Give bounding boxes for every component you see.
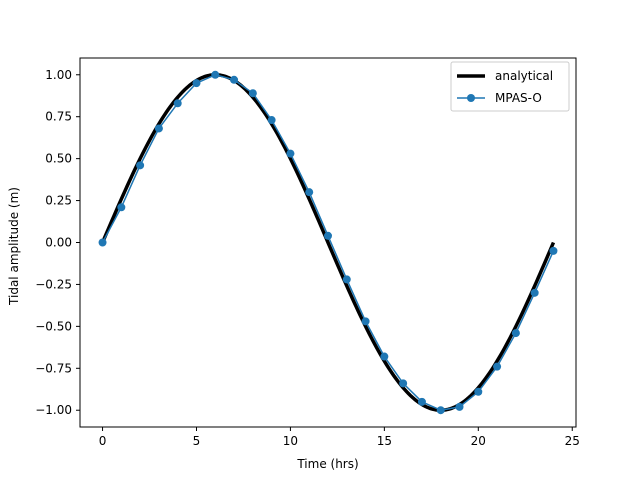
mpaso-point (436, 406, 445, 415)
mpaso-point (211, 70, 220, 79)
y-tick-label: −0.25 (35, 277, 72, 291)
mpaso-point (267, 116, 276, 125)
mpaso-point (248, 89, 257, 98)
analytical-series-line (100, 73, 556, 412)
mpaso-point (305, 188, 314, 197)
legend-analytical-label: analytical (495, 69, 553, 83)
mpaso-point (493, 362, 502, 371)
mpaso-point (173, 99, 182, 108)
y-tick-label: 0.50 (45, 152, 72, 166)
y-tick-label: 0.25 (45, 194, 72, 208)
mpaso-point (474, 387, 483, 396)
mpaso-point (549, 246, 558, 255)
ticks: 0 5 10 15 20 25 −1.00 −0.75 −0.50 −0.25 0.00 0.25 0.… (35, 68, 580, 448)
mpaso-point (136, 161, 145, 170)
y-tick-label: −1.00 (35, 403, 72, 417)
mpaso-point (455, 402, 464, 411)
plot-area (98, 70, 558, 415)
mpaso-point (380, 352, 389, 361)
y-axis-label: Tidal amplitude (m) (7, 187, 21, 306)
mpaso-point (417, 397, 426, 406)
legend-mpaso-label: MPAS-O (495, 91, 542, 105)
mpaso-point (230, 75, 239, 84)
x-tick-label: 15 (377, 434, 392, 448)
x-tick-label: 20 (471, 434, 486, 448)
mpaso-point (530, 288, 539, 297)
x-tick-label: 0 (99, 434, 107, 448)
x-tick-label: 25 (565, 434, 580, 448)
legend: analytical MPAS-O (450, 61, 570, 112)
mpaso-point (399, 379, 408, 388)
y-tick-label: 0.00 (45, 236, 72, 250)
mpaso-point (286, 149, 295, 158)
x-tick-label: 5 (193, 434, 201, 448)
mpaso-point (192, 79, 201, 88)
y-tick-label: 1.00 (45, 68, 72, 82)
y-tick-label: −0.75 (35, 361, 72, 375)
x-tick-label: 10 (283, 434, 298, 448)
mpaso-point (361, 317, 370, 326)
legend-mpaso-marker (467, 94, 475, 102)
mpaso-point (324, 231, 332, 240)
mpaso-point (117, 203, 126, 212)
y-tick-label: 0.75 (45, 110, 72, 124)
mpaso-point (98, 238, 107, 247)
mpaso-point (154, 124, 163, 133)
y-tick-label: −0.50 (35, 319, 72, 333)
x-axis-label: Time (hrs) (296, 457, 358, 471)
mpaso-point (342, 275, 351, 284)
mpaso-point (511, 329, 520, 338)
